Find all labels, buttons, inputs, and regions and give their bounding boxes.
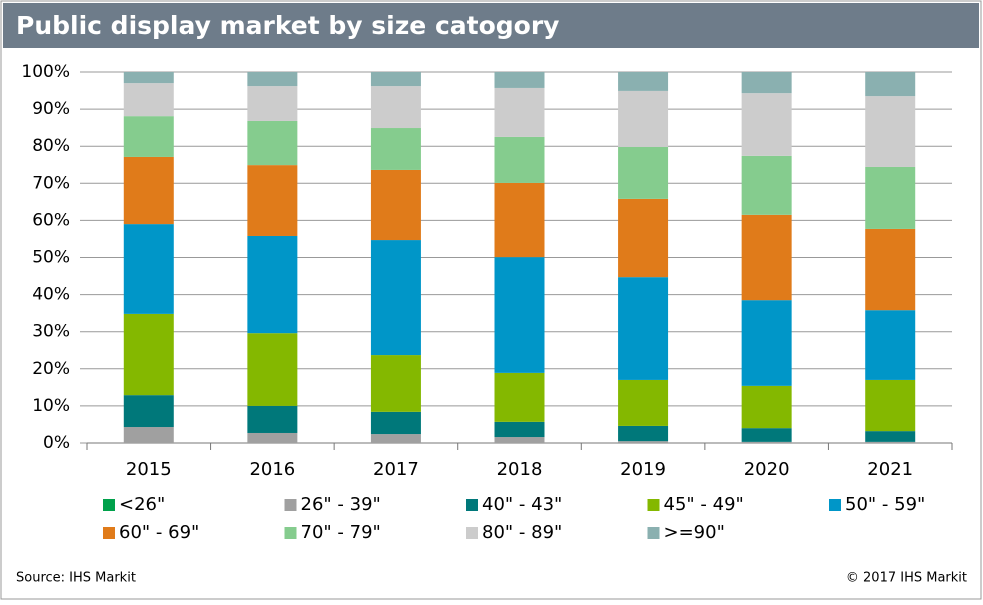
legend-label: >=90" [664,522,725,543]
chart-title: Public display market by size catogory [16,11,559,40]
x-tick-label: 2021 [867,459,913,480]
x-tick-label: 2018 [497,459,543,480]
y-tick-label: 0% [43,433,70,453]
bar-segment [618,277,669,380]
bar-segment [370,434,421,443]
legend-swatch [829,499,841,511]
bar-segment [494,437,545,443]
bar-segment [494,257,545,373]
y-tick-label: 50% [32,248,70,268]
y-tick-label: 40% [32,285,70,305]
bar-segment [123,116,174,157]
bar-segment [618,379,669,426]
legend-label: 26" - 39" [301,494,381,515]
bar-segment [123,395,174,428]
bar-segment [123,83,174,117]
legend-swatch [284,499,297,511]
bar-segment [865,228,916,311]
legend-label: 45" - 49" [664,494,744,515]
legend-label: 70" - 79" [301,522,381,543]
bar-segment [247,333,298,406]
y-tick-label: 90% [32,99,70,119]
y-tick-label: 100% [21,62,70,82]
x-tick-label: 2020 [744,459,790,480]
bar-segment [865,166,916,229]
x-tick-label: 2015 [126,459,172,480]
bar-segment [247,86,298,121]
bar-segment [618,198,669,278]
y-tick-label: 20% [32,359,70,379]
legend-swatch [103,527,115,539]
legend-label: <26" [119,494,165,515]
bar-segment [865,431,916,442]
copyright: © 2017 IHS Markit [846,571,967,586]
legend-label: 50" - 59" [845,494,925,515]
bar-segment [618,72,669,91]
bar-segment [123,72,174,84]
x-tick-label: 2017 [373,459,419,480]
bar-segment [370,240,421,356]
x-tick-label: 2016 [249,459,295,480]
bar-segment [865,379,916,432]
legend-label: 60" - 69" [119,522,199,543]
source: Source: IHS Markit [16,571,136,586]
y-tick-label: 70% [32,173,70,193]
bar-segment [123,224,174,314]
legend-swatch [284,527,297,539]
legend-label: 80" - 89" [482,522,562,543]
bar-segment [247,235,298,334]
bar-segment [494,87,545,137]
bar-segment [247,405,298,433]
bar-segment [247,72,298,87]
bar-segment [123,156,174,225]
y-tick-label: 80% [32,136,70,156]
bar-segment [618,90,669,147]
bar-segment [618,425,669,442]
legend-swatch [466,499,478,511]
legend-swatch [466,527,478,539]
x-tick-label: 2019 [620,459,666,480]
bar-segment [741,93,792,156]
bar-segment [741,155,792,215]
legend-swatch [647,527,660,539]
bar-segment [741,72,792,94]
title-bar [3,3,979,48]
bar-segment [865,72,916,97]
bar-segment [618,146,669,199]
bar-segment [741,300,792,386]
bar-segment [741,428,792,442]
y-tick-label: 30% [32,322,70,342]
bar-segment [247,120,298,166]
bar-segment [494,182,545,258]
bar-segment [494,372,545,422]
bar-segment [494,421,545,438]
bar-segment [370,355,421,412]
bar-segment [370,411,421,435]
bar-segment [865,441,916,443]
bar-segment [494,72,545,88]
bar-segment [247,165,298,236]
bar-segment [370,128,421,170]
bar-segment [741,385,792,429]
bar-segment [370,169,421,241]
y-tick-label: 10% [32,396,70,416]
bar-segment [618,441,669,443]
bar-segment [741,214,792,301]
bar-segment [741,441,792,443]
bar-segment [494,136,545,183]
bar-segment [123,313,174,396]
legend-swatch [103,499,115,511]
bar-segment [865,310,916,380]
bar-segment [370,72,421,87]
bar-segment [123,427,174,443]
y-tick-label: 60% [32,210,70,230]
bar-segment [247,432,298,443]
bar-segment [370,86,421,129]
bar-segment [865,96,916,167]
legend-swatch [647,499,660,511]
legend-label: 40" - 43" [482,494,562,515]
